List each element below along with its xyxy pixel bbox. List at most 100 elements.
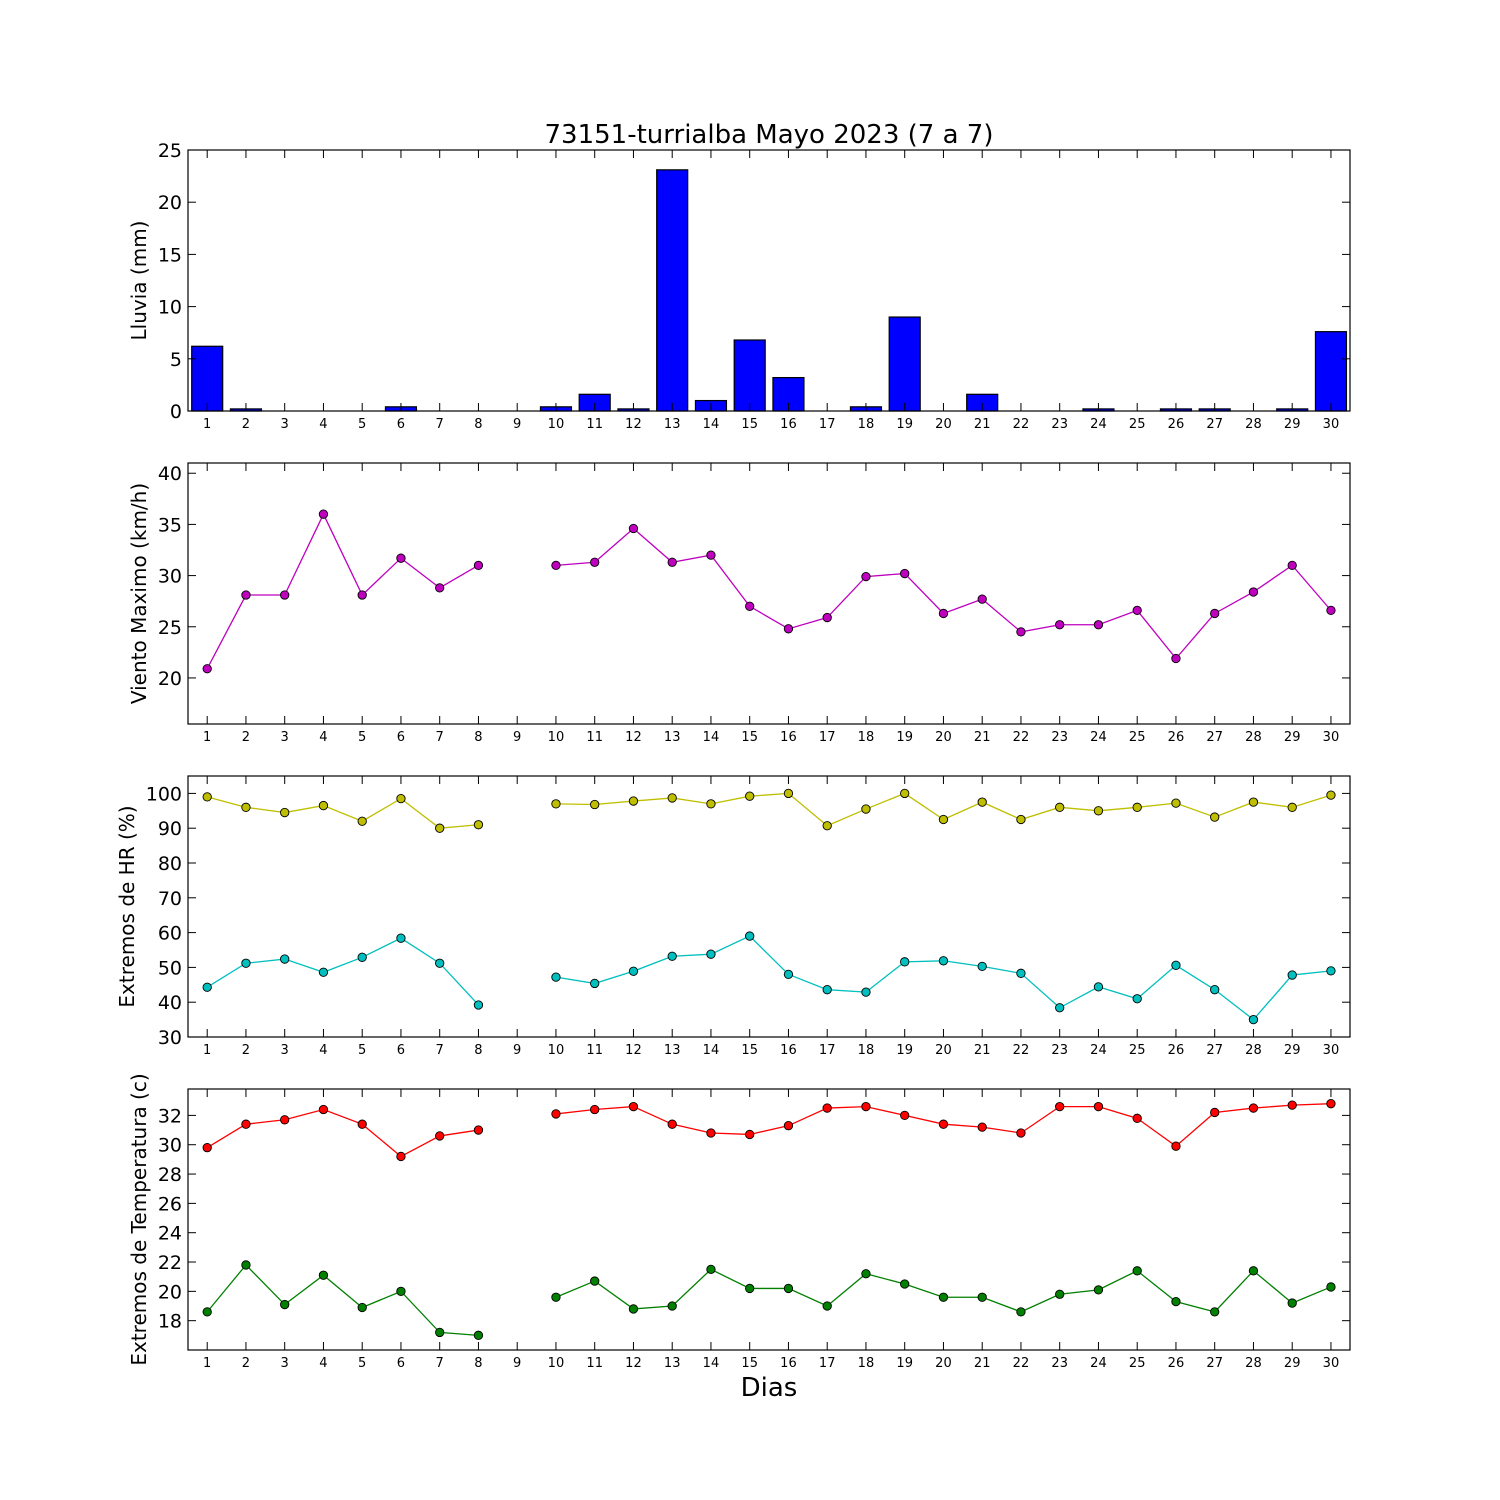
x-tick-label: 14 xyxy=(703,1043,720,1058)
x-tick-label: 15 xyxy=(741,417,758,432)
x-tick-label: 2 xyxy=(242,1356,250,1371)
data-point-day-3 xyxy=(280,1299,290,1310)
data-point-day-11 xyxy=(590,799,600,810)
x-tick-label: 18 xyxy=(858,1043,875,1058)
x-tick-label: 8 xyxy=(474,417,482,432)
data-point-day-4 xyxy=(318,800,329,811)
x-tick-label: 10 xyxy=(548,1043,565,1058)
x-tick-label: 28 xyxy=(1245,417,1262,432)
data-point-day-24 xyxy=(1093,1285,1104,1295)
data-point-day-18 xyxy=(861,571,871,582)
x-tick-label: 11 xyxy=(586,1356,603,1371)
x-tick-label: 4 xyxy=(319,1356,327,1371)
x-tick-label: 1 xyxy=(203,1356,211,1371)
data-point-day-15 xyxy=(745,1283,755,1294)
x-tick-label: 2 xyxy=(242,1043,250,1058)
x-tick-label: 12 xyxy=(625,1043,642,1058)
x-tick-label: 8 xyxy=(474,1043,482,1058)
x-tick-label: 5 xyxy=(358,1043,366,1058)
data-point-day-14 xyxy=(706,550,716,560)
data-point-day-2 xyxy=(241,590,251,600)
data-point-day-22 xyxy=(1016,968,1026,978)
data-point-day-11 xyxy=(590,1276,600,1286)
data-point-day-21 xyxy=(977,1122,987,1132)
data-point-day-22 xyxy=(1016,1307,1026,1317)
bar-day-13 xyxy=(656,169,689,412)
x-tick-label: 14 xyxy=(703,417,720,432)
x-tick-label: 3 xyxy=(281,730,289,745)
x-tick-label: 4 xyxy=(319,417,327,432)
y-tick-label: 60 xyxy=(158,923,182,945)
data-point-day-6 xyxy=(396,933,406,943)
x-tick-label: 9 xyxy=(513,1356,521,1371)
data-point-day-24 xyxy=(1093,620,1104,630)
x-tick-label: 28 xyxy=(1245,1043,1262,1058)
x-tick-label: 18 xyxy=(858,730,875,745)
data-point-day-27 xyxy=(1210,1107,1220,1118)
data-point-day-5 xyxy=(357,590,367,600)
data-point-day-15 xyxy=(745,791,755,801)
data-point-day-26 xyxy=(1171,653,1181,664)
x-tick-label: 8 xyxy=(474,1356,482,1371)
x-tick-label: 20 xyxy=(935,417,952,432)
data-point-day-27 xyxy=(1210,1307,1220,1317)
x-tick-label: 2 xyxy=(242,417,250,432)
data-point-day-11 xyxy=(590,557,600,567)
data-point-day-16 xyxy=(783,624,794,634)
x-tick-label: 24 xyxy=(1090,1356,1107,1371)
data-point-day-10 xyxy=(551,1109,561,1119)
x-tick-label: 12 xyxy=(625,1356,642,1371)
x-tick-label: 19 xyxy=(896,730,913,745)
y-tick-label: 90 xyxy=(158,818,182,840)
x-tick-label: 13 xyxy=(664,1043,681,1058)
data-point-day-2 xyxy=(241,1119,251,1129)
data-point-day-14 xyxy=(706,1264,716,1275)
y-tick-label: 70 xyxy=(158,888,182,910)
data-point-day-8 xyxy=(473,820,484,830)
y-tick-label: 10 xyxy=(158,297,182,319)
x-tick-label: 11 xyxy=(586,417,603,432)
data-point-day-8 xyxy=(473,1330,484,1340)
data-point-day-1 xyxy=(202,982,212,992)
y-tick-label: 80 xyxy=(158,853,182,875)
x-tick-label: 9 xyxy=(513,417,521,432)
data-point-day-13 xyxy=(667,557,677,567)
bar-day-30 xyxy=(1314,331,1348,412)
x-tick-label: 21 xyxy=(974,1356,991,1371)
data-point-day-19 xyxy=(900,1279,910,1289)
data-point-day-7 xyxy=(435,583,445,593)
data-point-day-8 xyxy=(473,560,484,571)
data-point-day-15 xyxy=(745,601,755,611)
y-tick-label: 50 xyxy=(158,957,182,979)
x-tick-label: 13 xyxy=(664,730,681,745)
x-tick-label: 22 xyxy=(1013,1043,1030,1058)
data-point-day-7 xyxy=(435,823,445,833)
data-point-day-20 xyxy=(938,608,949,619)
x-tick-label: 7 xyxy=(436,1043,444,1058)
x-tick-label: 8 xyxy=(474,730,482,745)
x-tick-label: 21 xyxy=(974,417,991,432)
y-tick-label: 35 xyxy=(158,514,182,536)
data-point-day-25 xyxy=(1132,1266,1142,1276)
data-point-day-6 xyxy=(396,553,406,563)
x-tick-label: 22 xyxy=(1013,417,1030,432)
data-point-day-30 xyxy=(1326,1282,1336,1292)
x-tick-label: 10 xyxy=(548,417,565,432)
x-tick-label: 7 xyxy=(436,417,444,432)
bar-day-19 xyxy=(888,316,921,412)
data-point-day-29 xyxy=(1287,1100,1297,1110)
series-line-hr-1 xyxy=(206,937,479,1006)
data-point-day-6 xyxy=(396,1151,406,1162)
x-tick-label: 25 xyxy=(1129,417,1146,432)
x-tick-label: 19 xyxy=(896,1043,913,1058)
data-point-day-25 xyxy=(1132,994,1142,1004)
y-axis-label-lluvia: Lluvia (mm) xyxy=(127,221,151,341)
data-point-day-11 xyxy=(590,978,600,989)
x-tick-label: 22 xyxy=(1013,730,1030,745)
data-point-day-18 xyxy=(861,804,871,814)
x-tick-label: 4 xyxy=(319,1043,327,1058)
data-point-day-1 xyxy=(202,792,212,802)
data-point-day-23 xyxy=(1055,1101,1065,1112)
x-tick-label: 26 xyxy=(1168,730,1185,745)
